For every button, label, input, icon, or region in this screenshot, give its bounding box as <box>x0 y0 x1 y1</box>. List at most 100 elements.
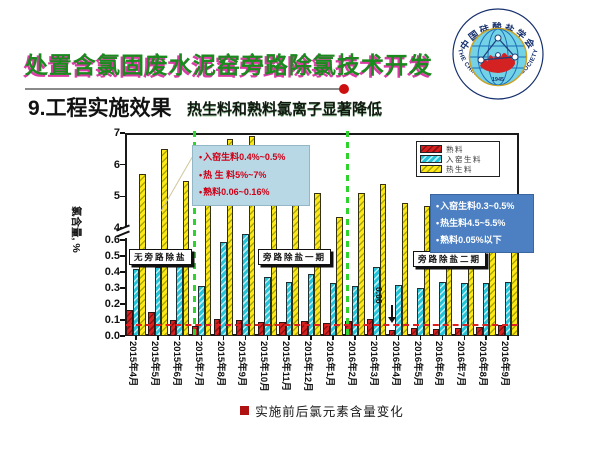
ceramic-society-logo: 中国硅酸盐学会 THE CHINESE CERAMIC SOCIETY 1945 <box>452 8 544 100</box>
x-tick-label: 2016年2月 <box>345 341 357 387</box>
bar-入窑生料-2015年11月 <box>285 281 293 336</box>
bar-熟料-2016年6月 <box>432 328 440 336</box>
y-tick-label: 0.4 <box>104 266 120 278</box>
bar-熟料-2015年8月 <box>213 319 221 336</box>
reference-dashed-line <box>126 324 518 326</box>
bar-熟料-2015年6月 <box>169 320 177 336</box>
x-tickmark <box>157 336 159 340</box>
logo-network <box>477 34 519 64</box>
x-tickmark <box>397 336 400 340</box>
legend-row-入窑生料: 入窑生料 <box>420 154 496 164</box>
legend-row-热生料: 热生料 <box>420 164 496 174</box>
section-divider-line <box>345 131 349 336</box>
bar-熟料-2016年4月 <box>388 329 396 336</box>
bar-热生料-2015年9月 <box>248 136 256 336</box>
section-subtitle: 热生料和熟料氯离子显著降低 <box>187 101 383 118</box>
y-tickmark <box>120 132 125 134</box>
bar-入窑生料-2015年4月 <box>132 268 140 336</box>
bar-入窑生料-2015年7月 <box>198 286 205 336</box>
bar-热生料-2015年8月 <box>226 139 234 336</box>
section-label-phase1: 旁路除盐一期 <box>258 249 332 265</box>
x-tick-label: 2015年6月 <box>170 341 182 387</box>
reference-arrow-line <box>391 305 393 318</box>
bar-熟料-2016年1月 <box>323 323 330 336</box>
y-tick-label: 0.0 <box>104 330 120 342</box>
bar-入窑生料-2016年9月 <box>504 281 512 336</box>
y-tickmark <box>120 195 125 198</box>
page-title: 处置含氯固废水泥窑旁路除氯技术开发 <box>25 52 433 78</box>
x-tick-label: 2016年3月 <box>367 341 379 387</box>
x-tickmark <box>200 336 203 340</box>
legend-label: 熟料 <box>446 144 464 154</box>
section-title: 9.工程实施效果 <box>28 97 172 120</box>
bar-热生料-2016年4月 <box>401 202 409 336</box>
bar-入窑生料-2016年8月 <box>482 283 490 336</box>
bar-热生料-2016年3月 <box>379 183 387 336</box>
bar-入窑生料-2015年9月 <box>242 233 249 336</box>
x-tick-label: 2015年7月 <box>192 341 204 387</box>
y-tick-label: 0.1 <box>104 314 120 326</box>
bar-熟料-2016年5月 <box>410 328 418 336</box>
x-tickmark <box>135 336 137 340</box>
bar-入窑生料-2016年3月 <box>373 267 380 336</box>
section-divider-line <box>192 131 196 336</box>
x-tick-label: 2016年8月 <box>477 341 489 387</box>
bar-入窑生料-2015年6月 <box>176 265 183 336</box>
callout-line: 熟料0.06~0.16% <box>199 184 303 202</box>
section-label-no-bypass: 无旁路除盐 <box>129 249 192 265</box>
bar-熟料-2015年12月 <box>301 320 308 336</box>
legend-swatch-icon <box>420 155 442 163</box>
y-tickmark <box>120 287 125 289</box>
x-tickmark <box>222 336 225 340</box>
legend-label: 热生料 <box>446 164 473 174</box>
chart-caption: 实施前后氯元素含量变化 <box>125 401 519 420</box>
bar-入窑生料-2016年2月 <box>351 286 359 336</box>
y-tickmark <box>120 319 125 321</box>
x-tick-label: 2015年5月 <box>148 341 160 387</box>
y-tick-label: 6 <box>113 158 120 171</box>
x-tick-label: 2015年9月 <box>236 341 248 387</box>
legend-swatch-icon <box>420 145 442 153</box>
bar-入窑生料-2016年6月 <box>439 281 446 336</box>
y-tickmark <box>120 163 125 166</box>
x-tick-label: 2016年4月 <box>389 341 401 387</box>
callout-line: 入窑生料0.3~0.5% <box>436 198 528 215</box>
legend-label: 入窑生料 <box>446 154 482 164</box>
y-tickmark <box>120 255 125 257</box>
bar-入窑生料-2016年4月 <box>395 284 402 336</box>
x-tick-label: 2015年12月 <box>302 341 314 392</box>
y-axis-title: 氯含量, % <box>70 206 82 253</box>
bar-入窑生料-2016年7月 <box>461 283 468 336</box>
caption-bullet-icon <box>240 406 250 415</box>
y-tick-label: 0.5 <box>104 250 120 262</box>
x-tick-label: 2015年4月 <box>126 341 138 387</box>
x-tick-label: 2016年7月 <box>455 341 467 387</box>
bar-熟料-2016年7月 <box>454 328 462 336</box>
bar-热生料-2016年1月 <box>336 216 343 336</box>
x-tick-label: 2015年11月 <box>280 341 292 392</box>
bar-热生料-2016年5月 <box>423 205 431 336</box>
callout-line: 入窑生料0.4%~0.5% <box>199 149 303 167</box>
bar-热生料-2015年5月 <box>161 148 168 336</box>
callout-line: 热 生 料5%~7% <box>199 167 303 185</box>
y-tick-label: 5 <box>113 190 120 203</box>
x-tickmark <box>463 336 466 340</box>
bar-入窑生料-2016年1月 <box>329 283 337 336</box>
bar-入窑生料-2015年12月 <box>307 274 315 336</box>
bar-热生料-2015年10月 <box>270 196 278 336</box>
x-tickmark <box>310 336 312 340</box>
chart-legend: 熟料 入窑生料 热生料 <box>416 141 500 177</box>
reference-arrow-head <box>388 317 396 323</box>
bar-热生料-2016年2月 <box>358 193 365 336</box>
y-tickmark <box>120 303 125 305</box>
x-tickmark <box>244 336 247 340</box>
y-tickmark <box>120 271 125 273</box>
legend-swatch-icon <box>420 165 442 173</box>
callout-line: 热生料4.5~5.5% <box>436 215 528 232</box>
x-tickmark <box>441 336 444 340</box>
x-tickmark <box>266 336 269 340</box>
x-tick-label: 2015年10月 <box>258 341 270 392</box>
y-tickmark <box>120 239 125 241</box>
title-underline <box>25 88 341 90</box>
